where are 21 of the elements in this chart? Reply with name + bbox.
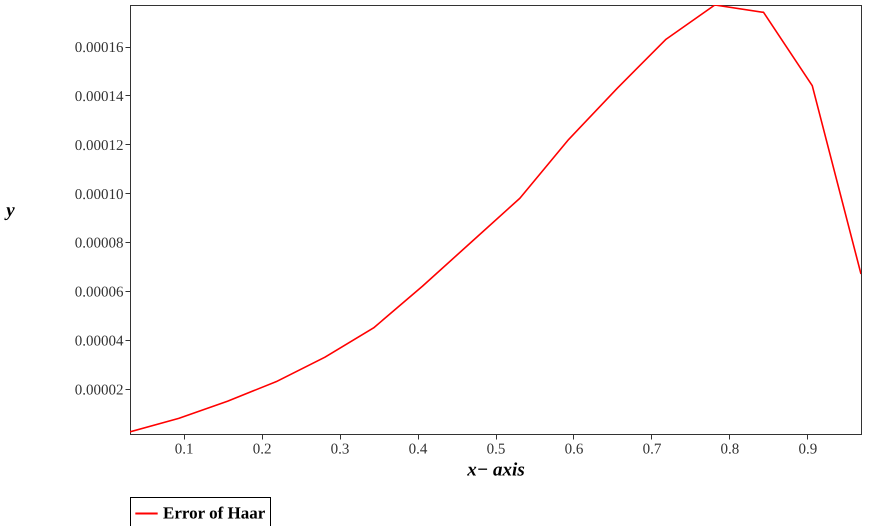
x-tick-label: 0.9 (798, 442, 818, 458)
y-tick-label: 0.00016 (74, 40, 124, 56)
x-tick-label: 0.3 (330, 442, 350, 458)
y-tick-label: 0.00012 (74, 138, 124, 154)
x-tick-label: 0.1 (174, 442, 194, 458)
y-tick-label: 0.00010 (74, 186, 124, 203)
x-tick-label: 0.2 (252, 442, 272, 458)
x-tick-label: 0.8 (720, 442, 740, 458)
y-tick-label: 0.00008 (74, 236, 124, 252)
y-tick-label: 0.00004 (74, 334, 124, 350)
legend-label: Error of Haar (163, 504, 266, 522)
x-tick-label: 0.7 (642, 442, 662, 458)
line-series (130, 5, 861, 433)
y-tick-label: 0.00002 (74, 382, 124, 398)
x-tick-label: 0.5 (486, 442, 506, 458)
x-axis-title: x− axis (466, 460, 525, 480)
x-tick-label: 0.4 (408, 442, 428, 458)
y-tick-label: 0.00006 (74, 284, 124, 301)
y-axis-title: y (4, 200, 16, 221)
x-tick-label: 0.6 (564, 442, 584, 458)
y-tick-label: 0.00014 (74, 88, 124, 105)
